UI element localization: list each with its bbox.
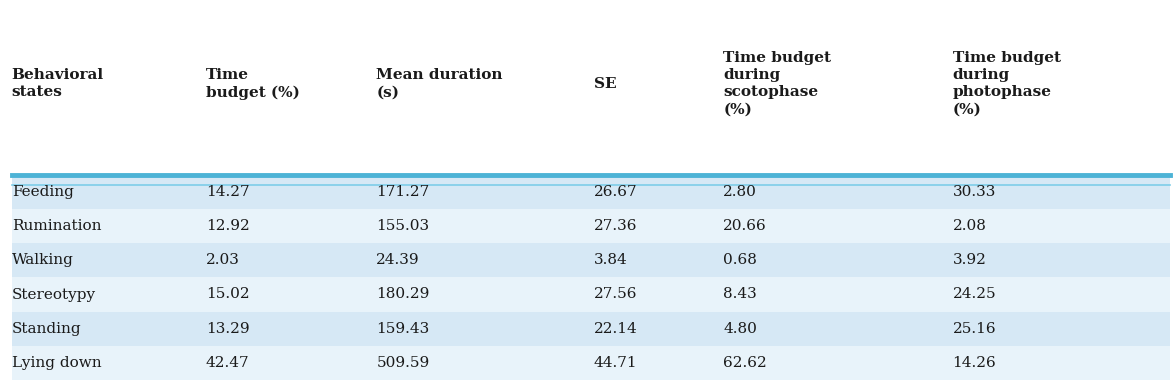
Text: Feeding: Feeding [12, 185, 74, 199]
Text: Time budget
during
photophase
(%): Time budget during photophase (%) [953, 51, 1061, 117]
Text: 14.26: 14.26 [953, 356, 996, 370]
Bar [12, 312, 1170, 346]
Text: Behavioral
states: Behavioral states [12, 68, 103, 99]
Text: 3.92: 3.92 [953, 253, 987, 267]
Text: 0.68: 0.68 [723, 253, 757, 267]
Text: 24.25: 24.25 [953, 288, 996, 301]
Text: 42.47: 42.47 [206, 356, 249, 370]
Bar [12, 243, 1170, 277]
Text: 180.29: 180.29 [376, 288, 429, 301]
Text: 12.92: 12.92 [206, 219, 249, 233]
Text: 27.36: 27.36 [594, 219, 637, 233]
Text: 25.16: 25.16 [953, 322, 996, 336]
Text: Time
budget (%): Time budget (%) [206, 68, 300, 100]
Bar [12, 8, 1170, 175]
Text: Rumination: Rumination [12, 219, 101, 233]
Text: 2.03: 2.03 [206, 253, 240, 267]
Text: 13.29: 13.29 [206, 322, 249, 336]
Text: 2.08: 2.08 [953, 219, 987, 233]
Bar [12, 209, 1170, 243]
Text: 4.80: 4.80 [723, 322, 757, 336]
Text: 8.43: 8.43 [723, 288, 757, 301]
Text: 26.67: 26.67 [594, 185, 637, 199]
Text: 22.14: 22.14 [594, 322, 637, 336]
Text: Stereotypy: Stereotypy [12, 288, 96, 301]
Text: 15.02: 15.02 [206, 288, 249, 301]
Text: Time budget
during
scotophase
(%): Time budget during scotophase (%) [723, 51, 831, 117]
Text: 62.62: 62.62 [723, 356, 767, 370]
Text: Walking: Walking [12, 253, 74, 267]
Text: 3.84: 3.84 [594, 253, 628, 267]
Text: 14.27: 14.27 [206, 185, 249, 199]
Text: 155.03: 155.03 [376, 219, 429, 233]
Text: SE: SE [594, 77, 616, 90]
Text: 24.39: 24.39 [376, 253, 420, 267]
Bar [12, 346, 1170, 380]
Text: 20.66: 20.66 [723, 219, 767, 233]
Text: Standing: Standing [12, 322, 81, 336]
Text: 30.33: 30.33 [953, 185, 996, 199]
Text: Lying down: Lying down [12, 356, 101, 370]
Text: 171.27: 171.27 [376, 185, 429, 199]
Text: 159.43: 159.43 [376, 322, 429, 336]
Bar [12, 175, 1170, 209]
Text: Mean duration
(s): Mean duration (s) [376, 68, 503, 99]
Text: 44.71: 44.71 [594, 356, 637, 370]
Bar [12, 277, 1170, 312]
Text: 509.59: 509.59 [376, 356, 429, 370]
Text: 27.56: 27.56 [594, 288, 637, 301]
Text: 2.80: 2.80 [723, 185, 757, 199]
